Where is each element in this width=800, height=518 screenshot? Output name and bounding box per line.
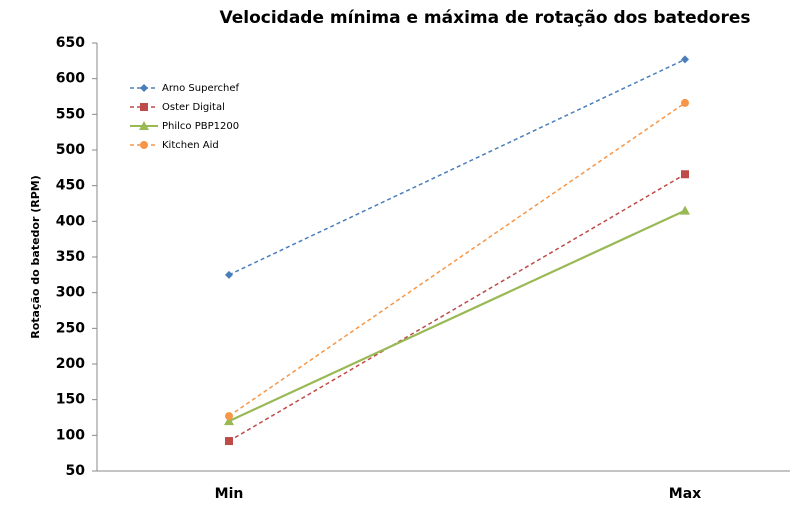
legend-marker <box>139 121 149 130</box>
y-tick-label: 250 <box>56 320 85 336</box>
marker <box>224 416 234 426</box>
series-line <box>228 173 686 442</box>
y-tick-label: 350 <box>56 249 85 265</box>
marker <box>225 437 233 446</box>
series-line <box>228 102 686 417</box>
y-tick-label: 650 <box>56 35 85 51</box>
y-tick-label: 500 <box>56 142 85 158</box>
chart-title: Velocidade mínima e máxima de rotação do… <box>219 8 750 28</box>
marker <box>225 270 233 279</box>
legend-marker <box>140 103 148 111</box>
series-line <box>228 209 686 423</box>
marker <box>681 98 689 107</box>
marker <box>681 55 689 64</box>
y-tick-label: 400 <box>56 213 85 229</box>
legend-label: Kitchen Aid <box>162 140 219 151</box>
series-line <box>228 58 686 276</box>
marker <box>225 412 233 421</box>
legend-marker <box>140 84 148 92</box>
y-tick-label: 300 <box>56 285 85 301</box>
legend-marker <box>140 141 148 149</box>
y-tick-label: 200 <box>56 356 85 372</box>
legend-label: Arno Superchef <box>162 83 239 94</box>
legend-label: Oster Digital <box>162 102 225 113</box>
y-tick-label: 550 <box>56 106 85 122</box>
marker <box>680 205 690 215</box>
x-tick-label: Min <box>215 486 244 502</box>
y-tick-label: 50 <box>66 463 86 479</box>
y-tick-label: 100 <box>56 427 85 443</box>
y-tick-label: 600 <box>56 71 85 87</box>
marker <box>681 170 689 179</box>
legend-label: Philco PBP1200 <box>162 121 239 132</box>
y-tick-label: 450 <box>56 178 85 194</box>
y-tick-label: 150 <box>56 392 85 408</box>
y-axis-label: Rotação do batedor (RPM) <box>29 175 42 339</box>
x-tick-label: Max <box>669 486 701 502</box>
